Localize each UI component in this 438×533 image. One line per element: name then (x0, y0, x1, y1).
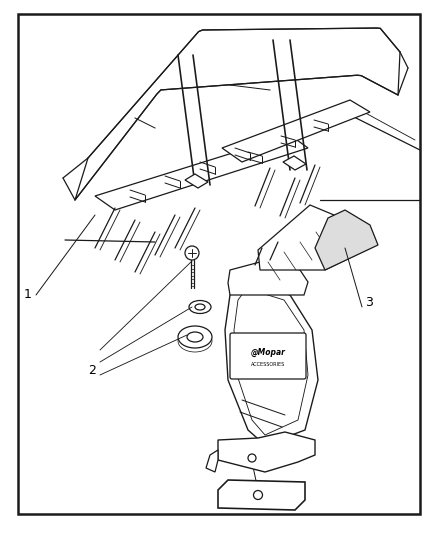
Polygon shape (234, 292, 308, 435)
Polygon shape (315, 210, 378, 270)
Polygon shape (95, 135, 308, 210)
Text: 2: 2 (88, 364, 96, 376)
Polygon shape (75, 28, 400, 200)
Circle shape (185, 246, 199, 260)
Polygon shape (225, 285, 318, 445)
Ellipse shape (178, 326, 212, 348)
Circle shape (254, 490, 262, 499)
Polygon shape (206, 450, 218, 472)
Ellipse shape (195, 304, 205, 310)
Text: ACCESSORIES: ACCESSORIES (251, 361, 285, 367)
Polygon shape (283, 156, 306, 170)
Ellipse shape (189, 301, 211, 313)
Polygon shape (218, 432, 315, 472)
Ellipse shape (187, 332, 203, 342)
Polygon shape (258, 205, 370, 270)
Polygon shape (185, 174, 208, 188)
Text: 3: 3 (365, 295, 373, 309)
FancyBboxPatch shape (230, 333, 306, 379)
Text: 1: 1 (24, 288, 32, 302)
Circle shape (248, 454, 256, 462)
Polygon shape (218, 480, 305, 510)
Text: @Mopar: @Mopar (251, 348, 286, 357)
Polygon shape (228, 262, 308, 295)
Polygon shape (222, 100, 370, 162)
